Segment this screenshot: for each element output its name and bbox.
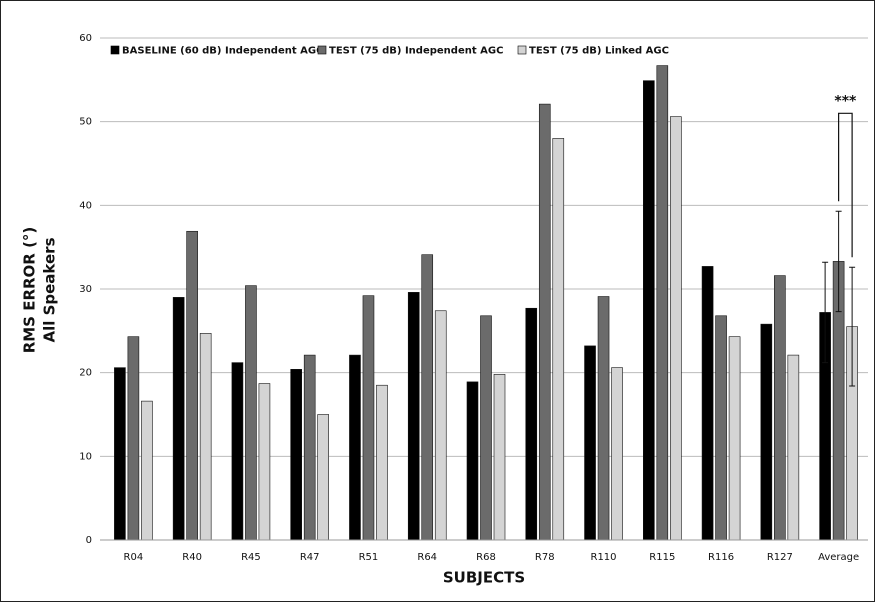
bar: [303, 354, 316, 541]
bar: [643, 80, 655, 541]
bar: [760, 323, 773, 541]
bar: [421, 254, 434, 541]
bar: [701, 266, 714, 541]
legend-label: TEST (75 dB) Independent AGC: [329, 46, 503, 57]
bar: [231, 362, 244, 541]
error-bar: [849, 266, 856, 387]
x-tick-label: R45: [241, 552, 261, 563]
bar: [597, 296, 610, 541]
x-tick-label: R78: [535, 552, 555, 563]
legend-swatch: [110, 45, 120, 55]
y-tick-label: 0: [86, 535, 92, 546]
legend-swatch: [517, 45, 527, 55]
bar: [127, 336, 140, 541]
significance-bracket: [838, 112, 853, 258]
bar: [584, 345, 596, 541]
bar: [245, 285, 257, 541]
x-tick-label: R64: [417, 552, 437, 563]
bar: [434, 310, 447, 541]
bar: [552, 138, 565, 541]
x-tick-label: R127: [767, 552, 793, 563]
bar: [466, 381, 479, 541]
bar: [480, 315, 492, 541]
bar: [186, 230, 198, 541]
bar: [362, 295, 375, 541]
y-axis-subtitle: All Speakers: [41, 237, 59, 342]
bar: [670, 116, 682, 541]
bar: [728, 336, 741, 541]
x-tick-label: R40: [182, 552, 202, 563]
y-tick-label: 30: [79, 284, 92, 295]
bar: [656, 65, 669, 541]
x-tick-label: Average: [818, 552, 859, 563]
bar: [114, 367, 126, 541]
x-tick-label: R51: [359, 552, 379, 563]
y-tick-label: 50: [79, 117, 92, 128]
bar: [525, 307, 538, 541]
x-tick-label: R68: [476, 552, 496, 563]
legend-label: TEST (75 dB) Linked AGC: [529, 46, 669, 57]
error-bar: [822, 261, 829, 364]
y-tick-label: 10: [79, 451, 92, 462]
error-bar: [835, 210, 842, 313]
bar: [317, 414, 329, 541]
bar: [141, 400, 153, 541]
legend-label: BASELINE (60 dB) Independent AGC: [122, 46, 323, 57]
bar: [715, 315, 727, 541]
bar: [349, 354, 361, 541]
significance-label: ***: [834, 93, 857, 109]
bar: [376, 384, 388, 541]
x-axis-title: SUBJECTS: [443, 569, 525, 587]
x-tick-label: R04: [124, 552, 144, 563]
bar: [787, 354, 800, 541]
bar: [258, 383, 271, 541]
bar: [538, 103, 551, 541]
x-tick-label: R110: [591, 552, 617, 563]
x-tick-label: R116: [708, 552, 734, 563]
bar: [172, 297, 185, 541]
legend-swatch: [317, 45, 327, 55]
bar: [611, 367, 623, 541]
bar: [774, 275, 786, 541]
y-tick-label: 20: [79, 368, 92, 379]
y-tick-label: 60: [79, 33, 92, 44]
y-axis-title: RMS ERROR (°): [21, 227, 39, 354]
bar: [290, 369, 302, 541]
bar: [493, 374, 506, 541]
x-tick-label: R115: [649, 552, 675, 563]
y-tick-label: 40: [79, 200, 92, 211]
x-tick-label: R47: [300, 552, 320, 563]
bar: [407, 292, 420, 541]
bar: [199, 333, 212, 541]
